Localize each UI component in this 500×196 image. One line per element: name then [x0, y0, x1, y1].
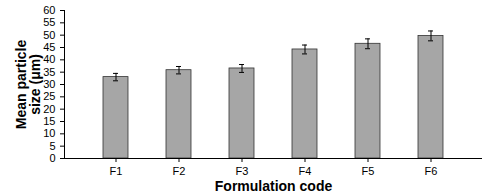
svg-text:40: 40 [43, 53, 55, 65]
svg-text:F5: F5 [362, 165, 375, 177]
svg-text:30: 30 [43, 78, 55, 90]
svg-text:45: 45 [43, 41, 55, 53]
svg-text:20: 20 [43, 103, 55, 115]
svg-text:F4: F4 [299, 165, 312, 177]
svg-text:15: 15 [43, 115, 55, 127]
svg-text:35: 35 [43, 66, 55, 78]
svg-text:50: 50 [43, 29, 55, 41]
svg-text:Mean particlesize (μm): Mean particlesize (μm) [13, 40, 43, 130]
svg-text:60: 60 [43, 4, 55, 16]
svg-text:F6: F6 [425, 165, 438, 177]
svg-text:F3: F3 [236, 165, 249, 177]
svg-text:25: 25 [43, 90, 55, 102]
svg-text:10: 10 [43, 127, 55, 139]
svg-text:0: 0 [49, 152, 55, 164]
svg-text:5: 5 [49, 140, 55, 152]
svg-text:55: 55 [43, 16, 55, 28]
svg-text:F1: F1 [110, 165, 123, 177]
svg-text:F2: F2 [173, 165, 186, 177]
svg-text:Formulation code: Formulation code [215, 178, 333, 194]
